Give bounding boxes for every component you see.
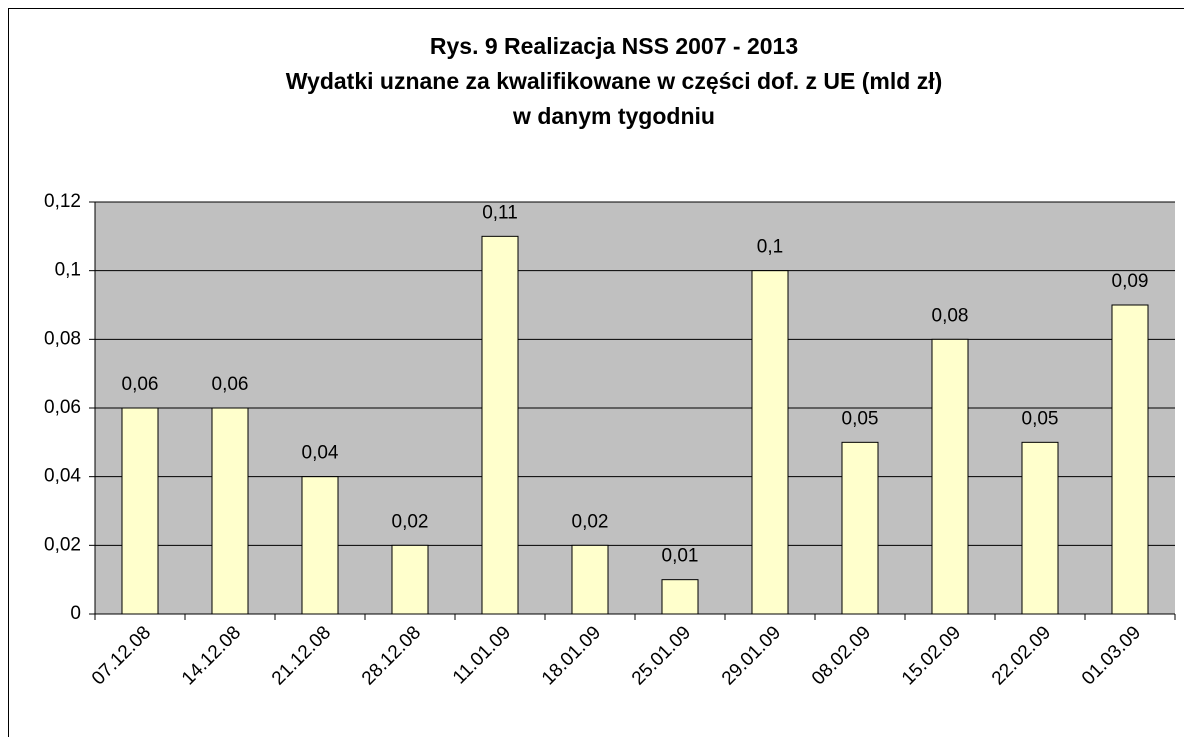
chart-title: Wydatki uznane za kwalifikowane w części… <box>286 68 943 94</box>
bar <box>841 441 879 615</box>
chart-title: w danym tygodniu <box>512 103 715 129</box>
data-label: 0,06 <box>122 374 159 395</box>
y-tick-label: 0,02 <box>44 534 81 555</box>
bar <box>1021 441 1059 615</box>
data-label: 0,02 <box>572 511 609 532</box>
data-label: 0,1 <box>757 237 783 258</box>
data-label: 0,05 <box>842 408 879 429</box>
data-label: 0,01 <box>662 546 699 567</box>
bar <box>571 544 609 615</box>
y-tick-label: 0,08 <box>44 328 81 349</box>
data-label: 0,08 <box>932 305 969 326</box>
y-tick-label: 0 <box>70 603 81 624</box>
chart-title: Rys. 9 Realizacja NSS 2007 - 2013 <box>430 33 798 59</box>
data-label: 0,06 <box>212 374 249 395</box>
bar <box>751 270 789 615</box>
data-label: 0,05 <box>1022 408 1059 429</box>
y-tick-label: 0,06 <box>44 397 81 418</box>
bar <box>391 544 429 615</box>
y-tick-label: 0,12 <box>44 191 81 212</box>
bar <box>931 338 969 615</box>
bar <box>301 476 339 615</box>
y-tick-label: 0,04 <box>44 466 81 487</box>
data-label: 0,11 <box>482 202 518 223</box>
y-tick-label: 0,1 <box>55 260 81 281</box>
bar <box>121 407 159 615</box>
data-label: 0,09 <box>1112 271 1149 292</box>
bar <box>661 579 699 615</box>
data-label: 0,04 <box>302 443 339 464</box>
bar <box>211 407 249 615</box>
data-label: 0,02 <box>392 511 429 532</box>
bar <box>1111 304 1149 615</box>
bar <box>481 235 519 615</box>
